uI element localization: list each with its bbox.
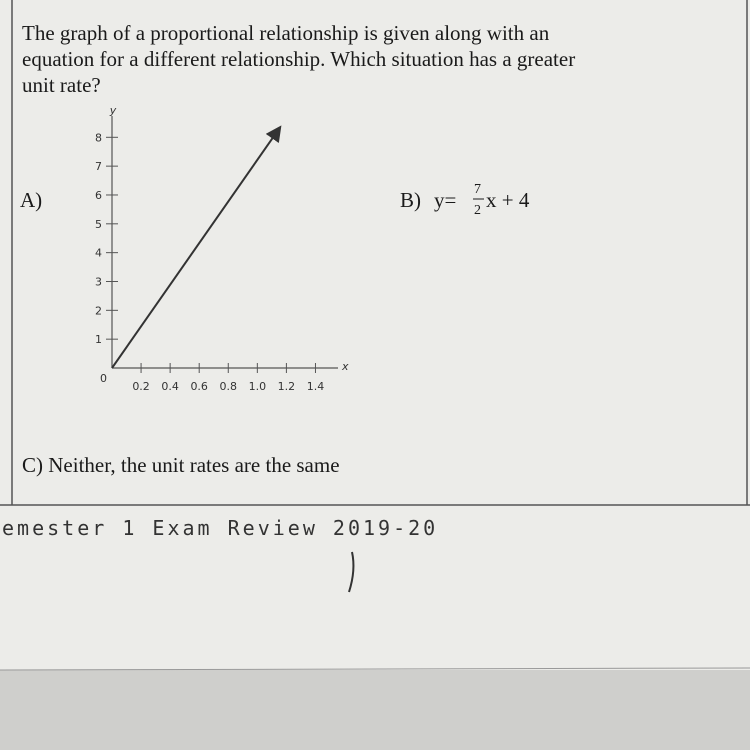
- y-tick-label: 3: [95, 275, 102, 288]
- question-line: The graph of a proportional relationship…: [22, 21, 550, 45]
- paper-edge: [0, 667, 750, 671]
- paper: [0, 0, 750, 670]
- x-tick-label: 1.4: [307, 380, 325, 393]
- axis-label: y: [109, 104, 117, 117]
- axis-label: x: [341, 360, 349, 373]
- equation-numerator: 7: [474, 182, 481, 197]
- y-tick-label: 2: [95, 304, 102, 317]
- y-tick-label: 8: [95, 131, 102, 144]
- equation-lhs: y=: [434, 188, 456, 212]
- x-tick-label: 0.2: [132, 380, 150, 393]
- y-tick-label: 5: [95, 218, 102, 231]
- x-tick-label: 0.6: [190, 380, 208, 393]
- question-line: unit rate?: [22, 73, 101, 97]
- x-tick-label: 0.8: [220, 380, 238, 393]
- option-c: C) Neither, the unit rates are the same: [22, 453, 340, 477]
- footer: emester 1 Exam Review 2019-20: [2, 516, 438, 540]
- y-tick-label: 4: [95, 247, 102, 260]
- option-label: A): [20, 188, 42, 212]
- desk: [0, 670, 750, 750]
- equation-denominator: 2: [474, 203, 481, 218]
- option-label: B): [400, 188, 421, 212]
- y-tick-label: 7: [95, 160, 102, 173]
- origin-label: 0: [100, 372, 107, 385]
- pencil-mark: [348, 551, 355, 593]
- x-tick-label: 1.2: [278, 380, 296, 393]
- equation-rest: x + 4: [486, 188, 530, 212]
- y-tick-label: 6: [95, 189, 102, 202]
- question-line: equation for a different relationship. W…: [22, 47, 575, 71]
- y-tick-label: 1: [95, 333, 102, 346]
- x-tick-label: 1.0: [249, 380, 267, 393]
- data-line: [111, 125, 282, 369]
- x-tick-label: 0.4: [161, 380, 179, 393]
